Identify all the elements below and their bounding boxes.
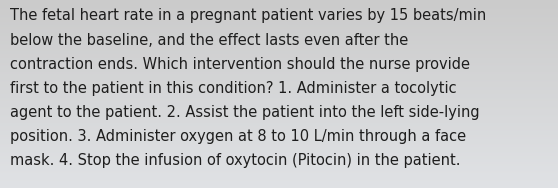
Text: below the baseline, and the effect lasts even after the: below the baseline, and the effect lasts… [10,33,408,48]
Text: position. 3. Administer oxygen at 8 to 10 L/min through a face: position. 3. Administer oxygen at 8 to 1… [10,129,466,144]
Text: contraction ends. Which intervention should the nurse provide: contraction ends. Which intervention sho… [10,57,470,72]
Text: agent to the patient. 2. Assist the patient into the left side-lying: agent to the patient. 2. Assist the pati… [10,105,480,120]
Text: The fetal heart rate in a pregnant patient varies by 15 beats/min: The fetal heart rate in a pregnant patie… [10,8,486,24]
Text: mask. 4. Stop the infusion of oxytocin (Pitocin) in the patient.: mask. 4. Stop the infusion of oxytocin (… [10,153,460,168]
Text: first to the patient in this condition? 1. Administer a tocolytic: first to the patient in this condition? … [10,81,456,96]
